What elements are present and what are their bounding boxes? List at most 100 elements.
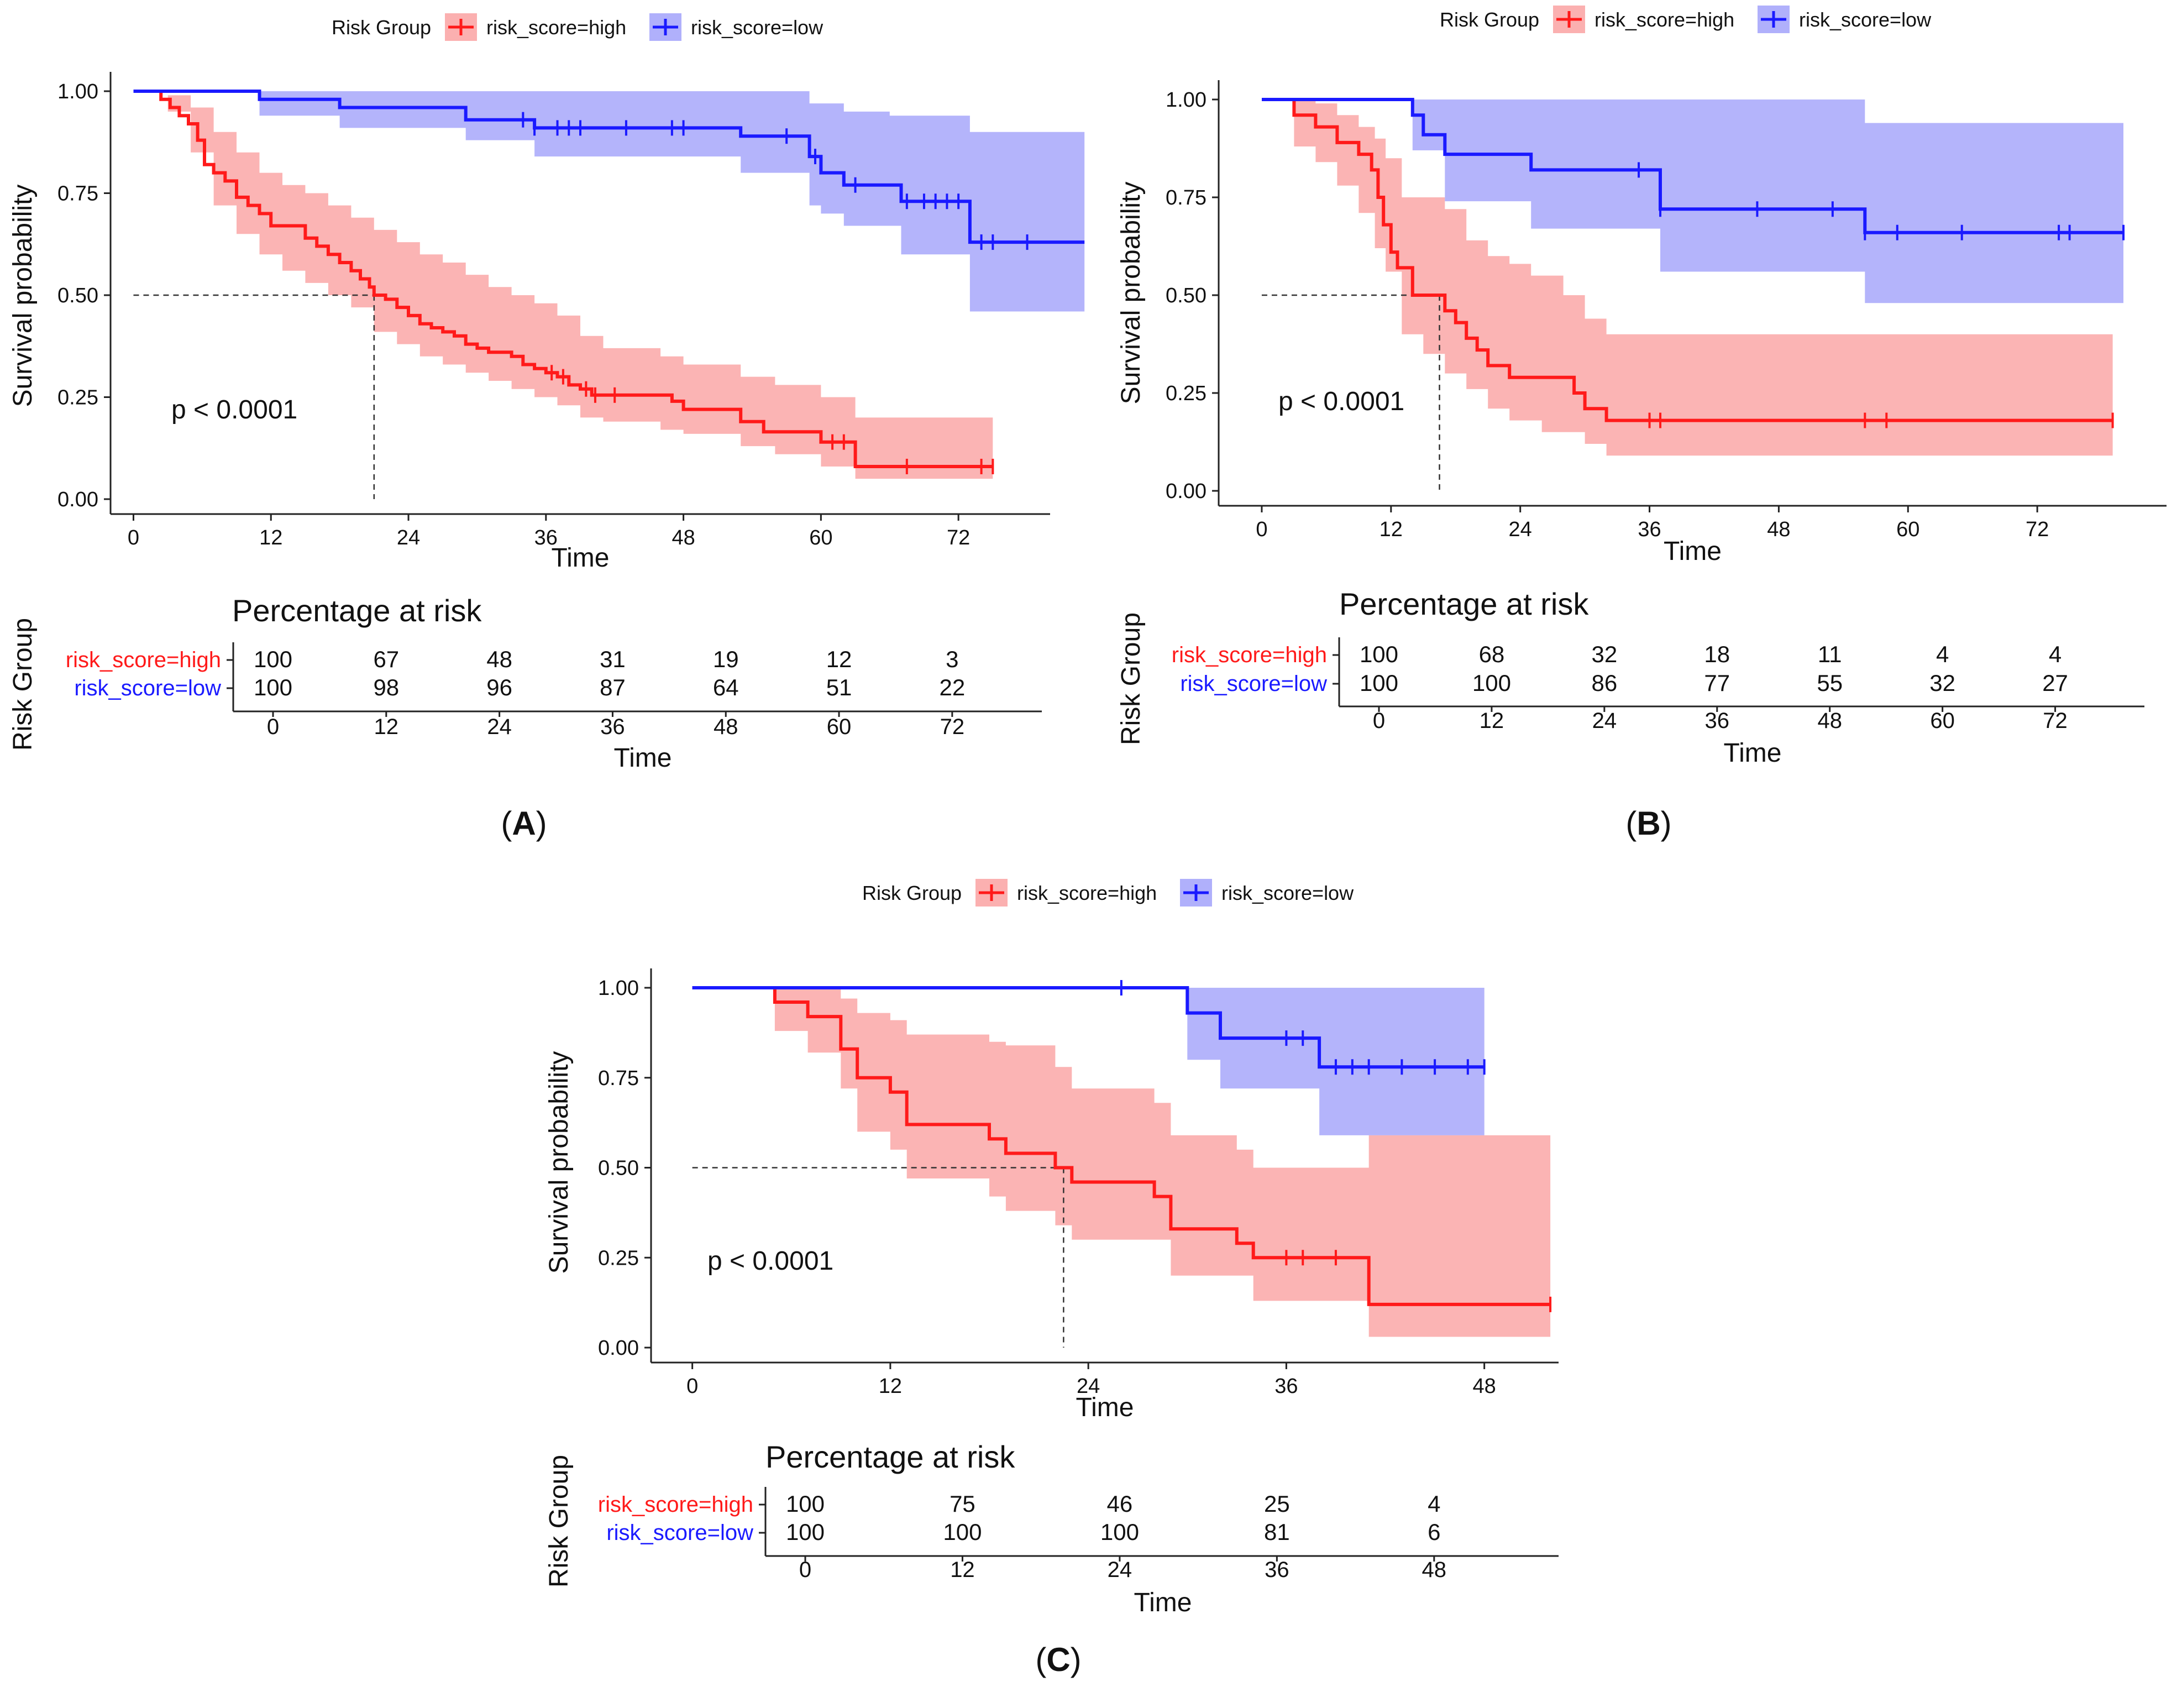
panel-label-open: ( (1035, 1641, 1046, 1678)
risk-table-x-tick-label: 48 (1422, 1558, 1447, 1582)
risk-cell-high: 18 (1704, 641, 1730, 667)
risk-cell-high: 12 (826, 646, 852, 672)
risk-cell-high: 48 (486, 646, 512, 672)
legend-label-low: risk_score=low (1221, 882, 1354, 904)
x-tick-label: 36 (1638, 518, 1661, 541)
x-tick-label: 36 (534, 526, 558, 549)
x-tick-label: 24 (1077, 1375, 1100, 1398)
legend-title: Risk Group (862, 882, 962, 904)
risk-cell-high: 32 (1591, 641, 1617, 667)
x-axis-title: Time (552, 543, 610, 573)
km-panel-a: Risk Group risk_score=high risk_score=low 0… (8, 13, 1085, 842)
y-tick-label: 0.00 (57, 488, 98, 511)
risk-cell-low: 100 (254, 674, 292, 700)
risk-table-x-tick-label: 12 (374, 715, 399, 739)
x-tick-label: 48 (672, 526, 695, 549)
panel-label-letter: A (512, 805, 536, 842)
risk-cell-low: 32 (1929, 670, 1955, 696)
panel-label: (A) (501, 805, 547, 842)
p-value-label: p < 0.0001 (171, 395, 297, 425)
risk-cell-high: 67 (373, 646, 399, 672)
panel-label-letter: B (1637, 805, 1660, 842)
risk-table-y-title: Risk Group (1116, 612, 1146, 745)
risk-table-title: Percentage at risk (1339, 586, 1589, 621)
panel-label: (B) (1625, 805, 1671, 842)
y-tick-label: 0.00 (1166, 480, 1207, 503)
y-tick-label: 0.50 (57, 284, 98, 307)
risk-cell-low: 51 (826, 674, 852, 700)
risk-cell-low: 86 (1591, 670, 1617, 696)
risk-table-x-title: Time (614, 743, 672, 773)
legend-label-high: risk_score=high (486, 16, 626, 39)
risk-table-x-title: Time (1134, 1588, 1192, 1617)
risk-cell-high: 100 (254, 646, 292, 672)
risk-table-x-tick-label: 0 (799, 1558, 811, 1582)
risk-table-y-title: Risk Group (8, 618, 38, 751)
risk-table-title: Percentage at risk (765, 1439, 1015, 1474)
legend: Risk Group risk_score=high risk_score=low (332, 13, 824, 41)
risk-cell-high: 75 (950, 1491, 975, 1517)
risk-row-label-low: risk_score=low (1180, 672, 1327, 696)
risk-cell-high: 4 (1936, 641, 1949, 667)
risk-cell-high: 100 (786, 1491, 825, 1517)
risk-table-x-tick-label: 72 (940, 715, 965, 739)
risk-table-x-tick-label: 12 (1480, 709, 1504, 733)
y-tick-label: 0.50 (598, 1157, 639, 1180)
y-tick-label: 0.00 (598, 1337, 639, 1360)
risk-table-x-tick-label: 36 (1705, 709, 1730, 733)
survival-curve-high (1262, 98, 2113, 422)
risk-table-x-tick-label: 60 (827, 715, 852, 739)
x-tick-label: 12 (259, 526, 282, 549)
panel-label-close: ) (1071, 1641, 1082, 1678)
risk-table-x-tick-label: 24 (487, 715, 512, 739)
risk-row-label-low: risk_score=low (74, 676, 221, 700)
y-axis-title: Survival probability (1116, 182, 1146, 405)
risk-cell-low: 22 (939, 674, 965, 700)
risk-table-x-tick-label: 0 (1373, 709, 1385, 733)
x-tick-label: 60 (1896, 518, 1919, 541)
y-tick-label: 1.00 (57, 80, 98, 103)
risk-table-x-tick-label: 36 (600, 715, 625, 739)
risk-table-title: Percentage at risk (232, 593, 482, 628)
risk-table-x-title: Time (1724, 738, 1782, 768)
risk-row-label-high: risk_score=high (66, 648, 221, 672)
legend-title: Risk Group (332, 16, 431, 39)
x-tick-label: 36 (1274, 1375, 1298, 1398)
risk-cell-low: 6 (1428, 1519, 1440, 1545)
risk-cell-high: 4 (2049, 641, 2062, 667)
panel-label: (C) (1035, 1641, 1081, 1678)
km-panel-c: Risk Group risk_score=high risk_score=low 0… (544, 879, 1559, 1678)
y-axis-title: Survival probability (8, 185, 38, 407)
panel-label-open: ( (1625, 805, 1637, 842)
y-tick-label: 0.75 (1166, 186, 1207, 209)
risk-cell-low: 81 (1264, 1519, 1290, 1545)
risk-cell-low: 100 (1100, 1519, 1139, 1545)
x-tick-label: 12 (879, 1375, 902, 1398)
x-axis-title: Time (1664, 537, 1722, 566)
risk-cell-high: 3 (946, 646, 958, 672)
legend-label-high: risk_score=high (1594, 8, 1734, 31)
risk-table-x-tick-label: 36 (1265, 1558, 1289, 1582)
survival-curve-low (133, 90, 1085, 244)
risk-cell-high: 46 (1107, 1491, 1133, 1517)
x-tick-label: 0 (686, 1375, 698, 1398)
risk-cell-high: 31 (600, 646, 626, 672)
y-tick-label: 0.25 (57, 386, 98, 410)
p-value-label: p < 0.0001 (1278, 387, 1404, 416)
risk-table-x-tick-label: 0 (267, 715, 279, 739)
survival-curve-low (692, 986, 1485, 1069)
x-tick-label: 0 (128, 526, 139, 549)
risk-cell-low: 64 (713, 674, 739, 700)
ci-band-low (692, 988, 1485, 1135)
risk-cell-low: 100 (786, 1519, 825, 1545)
x-tick-label: 48 (1767, 518, 1790, 541)
risk-cell-low: 100 (943, 1519, 982, 1545)
y-tick-label: 0.50 (1166, 284, 1207, 307)
risk-table: Percentage at risk Risk Group risk_score=h… (1116, 586, 2144, 768)
y-tick-label: 1.00 (1166, 88, 1207, 112)
y-tick-label: 0.75 (57, 182, 98, 206)
risk-cell-low: 100 (1472, 670, 1511, 696)
legend-label-high: risk_score=high (1017, 882, 1157, 904)
p-value-label: p < 0.0001 (707, 1246, 833, 1276)
risk-table-y-title: Risk Group (544, 1455, 574, 1588)
